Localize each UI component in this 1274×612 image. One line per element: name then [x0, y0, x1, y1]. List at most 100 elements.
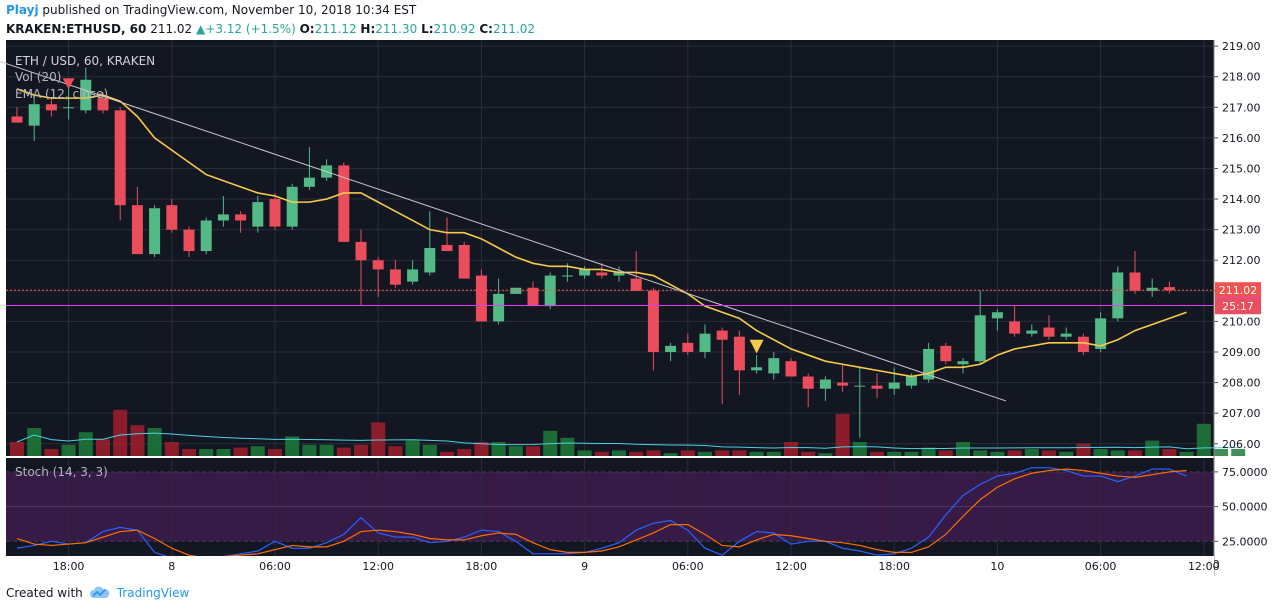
price-tick-label: 215.00 — [1222, 162, 1261, 175]
volume-bar — [1110, 450, 1125, 456]
volume-bar — [835, 414, 850, 456]
candle-body — [1146, 287, 1158, 291]
volume-bar — [629, 451, 644, 456]
publisher-name[interactable]: Playj — [6, 3, 39, 17]
volume-bar — [130, 425, 145, 456]
high-value: 211.30 — [375, 22, 418, 36]
price-tick-label: 213.00 — [1222, 224, 1261, 237]
candle-body — [269, 199, 281, 227]
volume-bar — [680, 450, 695, 456]
candle-body — [819, 379, 831, 389]
time-tick-label: 18:00 — [53, 560, 85, 573]
volume-bar — [749, 451, 764, 456]
volume-bar — [354, 444, 368, 456]
candle-body — [338, 165, 350, 242]
stoch-indicator-label: Stoch (14, 3, 3) — [15, 465, 108, 479]
candle-body — [510, 287, 522, 294]
stoch-tick-label: 25.0000 — [1222, 535, 1268, 548]
volume-bar — [182, 449, 196, 456]
volume-bar — [1128, 450, 1142, 456]
candle-body — [131, 205, 143, 255]
candle-body — [630, 278, 642, 291]
candle-body — [854, 385, 866, 387]
volume-bar — [698, 451, 712, 456]
candle-body — [837, 382, 849, 386]
quote-line: KRAKEN:ETHUSD, 60 211.02 ▲+3.12 (+1.5%) … — [6, 22, 535, 36]
volume-bar — [250, 446, 265, 456]
volume-bar — [199, 449, 214, 456]
volume-bar — [268, 449, 282, 456]
candle-body — [1043, 327, 1055, 337]
trendline — [0, 60, 1007, 402]
last-price: 211.02 — [150, 22, 193, 36]
price-tick-label: 210.00 — [1222, 315, 1261, 328]
volume-bar — [904, 451, 919, 456]
candle-body — [389, 269, 401, 285]
volume-bar — [612, 450, 626, 456]
volume-ma-line — [16, 432, 1239, 450]
volume-bar — [1214, 449, 1228, 456]
candle-body — [424, 248, 436, 273]
volume-bar — [216, 449, 231, 456]
price-tick-label: 219.00 — [1222, 40, 1261, 53]
volume-bar — [973, 450, 988, 456]
volume-bar — [887, 451, 902, 456]
candle-body — [97, 98, 109, 111]
candle-body — [355, 241, 367, 261]
volume-bar — [164, 442, 179, 456]
ema-line — [16, 88, 1187, 378]
candle-body — [613, 272, 625, 276]
triangle-up-icon: ▲ — [196, 22, 206, 36]
candle-body — [991, 312, 1003, 319]
candle-body — [200, 220, 212, 252]
volume-bar — [663, 453, 678, 456]
candle-body — [286, 186, 298, 227]
price-tick-label: 206.00 — [1222, 438, 1261, 451]
candle-body — [11, 116, 23, 123]
volume-bar — [491, 442, 506, 456]
volume-bar — [801, 451, 816, 456]
stoch-tick-label: 50.0000 — [1222, 501, 1268, 514]
candle-body — [871, 385, 883, 389]
volume-bar — [474, 442, 489, 456]
time-tick-label: 06:00 — [672, 560, 704, 573]
candle-body — [1095, 318, 1107, 349]
time-tick-label: 8 — [168, 560, 175, 573]
volume-bar — [1162, 449, 1177, 456]
candle-body — [579, 269, 591, 276]
candle-body — [1129, 272, 1141, 291]
volume-bar — [422, 444, 437, 456]
candle-body — [149, 208, 161, 255]
volume-bar — [526, 446, 540, 456]
time-tick-label: 18:00 — [466, 560, 498, 573]
candle-body — [217, 214, 229, 221]
volume-bar — [147, 428, 162, 456]
volume-bar — [113, 409, 128, 456]
volume-bar — [78, 432, 93, 456]
candle-body — [940, 345, 952, 362]
publish-header: Playj published on TradingView.com, Nove… — [6, 3, 416, 17]
time-tick-label: 12:00 — [362, 560, 394, 573]
volume-bar — [405, 440, 420, 456]
created-with-text: Created with — [6, 586, 83, 600]
candle-body — [1026, 330, 1038, 334]
volume-bar — [577, 450, 592, 456]
volume-bar — [852, 442, 867, 456]
volume-bar — [440, 451, 454, 456]
candle-body — [407, 269, 419, 282]
tradingview-cloud-icon — [89, 586, 110, 598]
candle-body — [80, 79, 92, 111]
candle-body — [768, 358, 780, 374]
tradingview-brand[interactable]: TradingView — [116, 586, 190, 600]
price-tick-label: 218.00 — [1222, 71, 1261, 84]
volume-bar — [594, 451, 609, 456]
candle-body — [475, 275, 487, 322]
volume-bar — [10, 442, 24, 456]
price-tick-label: 212.00 — [1222, 254, 1261, 267]
volume-bar — [766, 451, 781, 456]
low-value: 210.92 — [433, 22, 476, 36]
price-tick-label: 217.00 — [1222, 101, 1261, 114]
volume-bar — [1024, 449, 1039, 456]
volume-bar — [508, 446, 523, 456]
